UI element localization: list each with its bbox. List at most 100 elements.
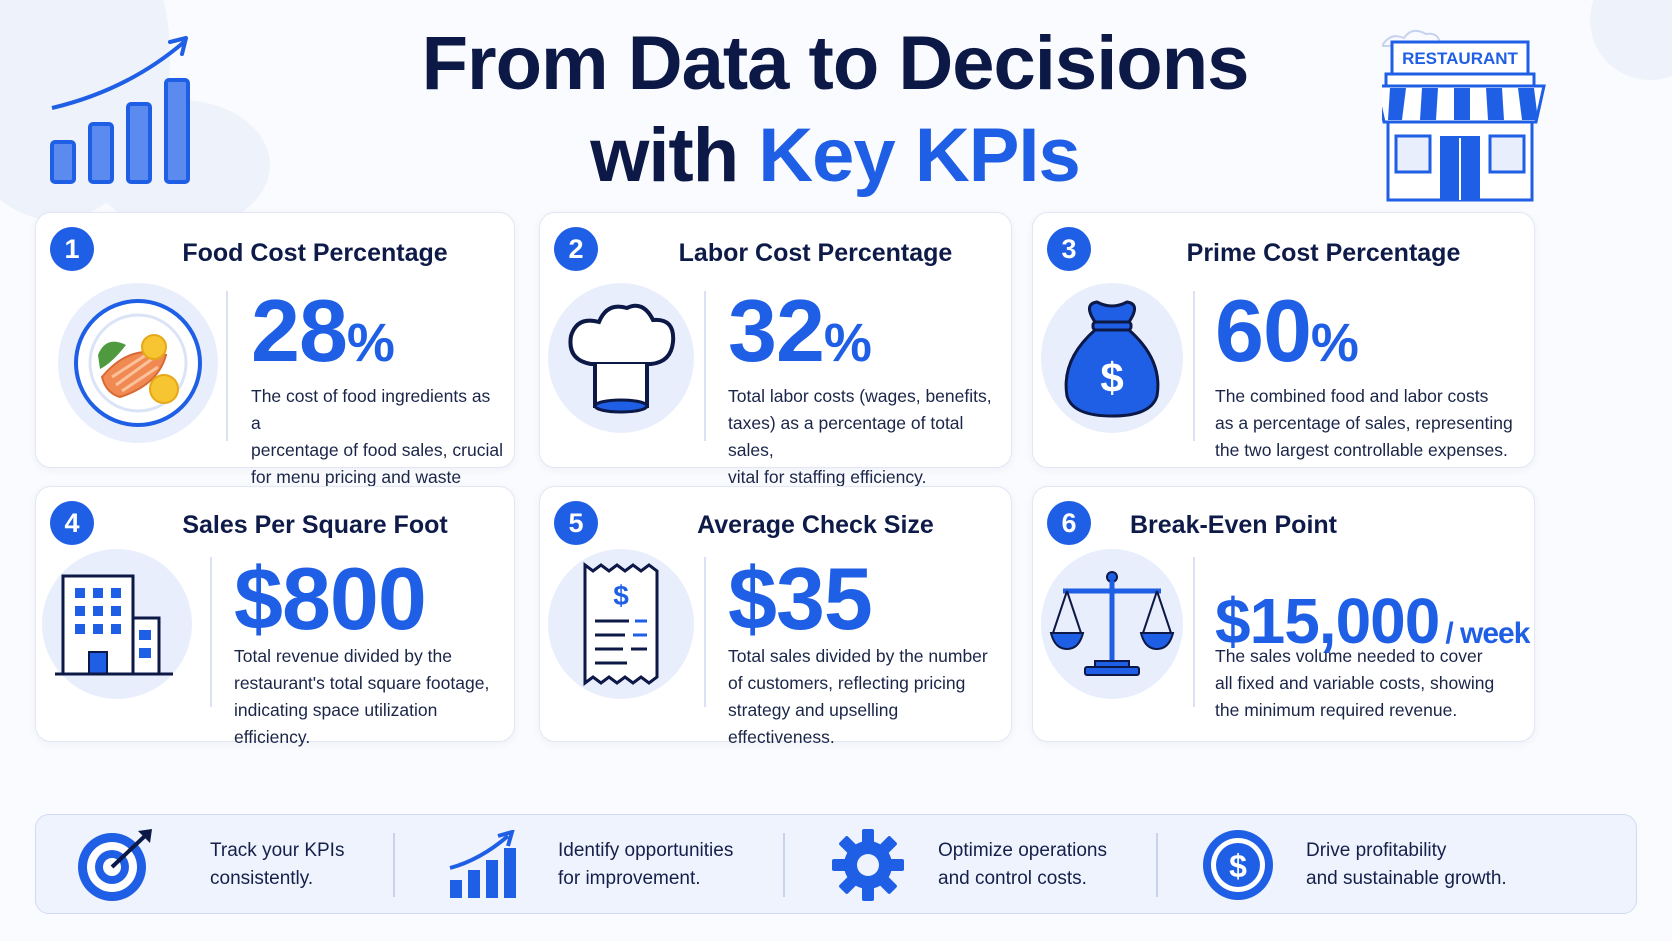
kpi-value: $35 [728, 549, 873, 649]
kpi-value-unit: % [346, 313, 395, 373]
kpi-number-badge: 1 [50, 227, 94, 271]
desc-line: as a percentage of sales, representing [1215, 413, 1513, 433]
footer-divider [1156, 833, 1158, 897]
kpi-value-number: $800 [234, 549, 427, 648]
kpi-value: 28% [251, 281, 395, 393]
kpi-divider [210, 557, 212, 707]
kpi-icon-circle [1041, 549, 1183, 699]
desc-line: The sales volume needed to cover [1215, 646, 1483, 666]
footer-text: Identify opportunities for improvement. [558, 837, 733, 893]
desc-line: The cost of food ingredients as a [251, 386, 491, 433]
footer-item-profitability: $ Drive profitability and sustainable gr… [1200, 815, 1507, 915]
kpi-description: Total revenue divided by the restaurant'… [234, 643, 504, 751]
kpi-value: 32% [728, 281, 872, 393]
kpi-title: Average Check Size [697, 511, 934, 539]
receipt-icon: $ [583, 562, 659, 686]
kpi-icon-circle: $ [548, 549, 694, 699]
kpi-number-badge: 4 [50, 501, 94, 545]
kpi-title: Food Cost Percentage [182, 239, 448, 267]
kpi-card-food-cost: 1 Food Cost Percentage 28% The cost of f… [35, 212, 515, 514]
kpi-value-number: 28 [251, 281, 348, 380]
chef-hat-icon [568, 303, 676, 414]
desc-line: percentage of food sales, crucial [251, 440, 503, 460]
kpi-icon-circle: $ [1041, 283, 1183, 433]
desc-line: all fixed and variable costs, showing [1215, 673, 1495, 693]
desc-line: Total labor costs (wages, benefits, [728, 386, 992, 406]
footer-item-track: Track your KPIs consistently. [76, 815, 344, 915]
dollar-coin-icon: $ [1203, 830, 1273, 900]
footer-text: Drive profitability and sustainable grow… [1306, 837, 1507, 893]
footer-line: for improvement. [558, 868, 701, 889]
kpi-card-prime-cost: 3 Prime Cost Percentage $ 60% The combin… [1032, 212, 1535, 468]
svg-text:$: $ [1100, 354, 1123, 401]
kpi-value: $800 [234, 549, 427, 649]
kpi-divider [1193, 291, 1195, 441]
desc-line: taxes) as a percentage of total sales, [728, 413, 964, 460]
restaurant-sign-text: RESTAURANT [1402, 49, 1518, 68]
desc-line: Total revenue divided by the [234, 646, 452, 666]
kpi-title: Sales Per Square Foot [182, 511, 448, 539]
footer-text: Optimize operations and control costs. [938, 837, 1107, 893]
kpi-divider [704, 291, 706, 441]
desc-line: the minimum required revenue. [1215, 700, 1458, 720]
kpi-title: Labor Cost Percentage [678, 239, 953, 267]
title-line-1: From Data to Decisions [421, 21, 1250, 106]
desc-line: indicating space utilization efficiency. [234, 700, 438, 747]
kpi-description: Total labor costs (wages, benefits, taxe… [728, 383, 1001, 491]
footer-line: Identify opportunities [558, 840, 734, 861]
title-line-2: with Key KPIs [300, 110, 1370, 202]
footer-text: Track your KPIs consistently. [210, 837, 344, 893]
kpi-value-unit: % [1310, 313, 1359, 373]
svg-text:$: $ [1229, 848, 1247, 884]
kpi-divider [1193, 557, 1195, 707]
kpi-value-number: 32 [728, 281, 825, 380]
footer-divider [783, 833, 785, 897]
footer-item-identify: Identify opportunities for improvement. [446, 815, 733, 915]
kpi-icon-circle [42, 549, 192, 699]
kpi-card-labor-cost: 2 Labor Cost Percentage 32% Total labor … [539, 212, 1012, 487]
title-line-2-plain: with [590, 113, 759, 198]
title-accent: Key KPIs [758, 113, 1080, 198]
footer-line: Drive profitability [1306, 840, 1447, 861]
kpi-description: Total sales divided by the number of cus… [728, 643, 1001, 751]
kpi-number-badge: 3 [1047, 227, 1091, 271]
footer-line: and sustainable growth. [1306, 868, 1507, 889]
kpi-card-average-check-size: 5 Average Check Size $ $35 Total sales d… [539, 486, 1012, 747]
desc-line: vital for staffing efficiency. [728, 467, 927, 487]
desc-line: Total sales divided by the number [728, 646, 988, 666]
desc-line: the two largest controllable expenses. [1215, 440, 1508, 460]
kpi-value-unit: % [823, 313, 872, 373]
desc-line: of customers, reflecting pricing [728, 673, 966, 693]
footer-line: Track your KPIs [210, 840, 345, 861]
footer-divider [393, 833, 395, 897]
footer-banner: Track your KPIs consistently. Identify o… [35, 814, 1637, 914]
target-icon [78, 829, 152, 901]
kpi-number-badge: 6 [1047, 501, 1091, 545]
kpi-value-number: $15,000 [1215, 585, 1440, 657]
kpi-title: Prime Cost Percentage [1186, 239, 1461, 267]
kpi-number-badge: 5 [554, 501, 598, 545]
kpi-divider [704, 557, 706, 707]
scale-icon [1049, 571, 1175, 676]
footer-line: consistently. [210, 868, 314, 889]
kpi-value-number: 60 [1215, 281, 1312, 380]
svg-text:$: $ [613, 580, 629, 611]
kpi-card-break-even-point: 6 Break-Even Point $15,000/ week The sal… [1032, 486, 1535, 742]
food-plate-icon [74, 299, 202, 427]
kpi-card-sales-per-square-foot: 4 Sales Per Square Foot $800 Total reven… [35, 486, 515, 747]
footer-line: Optimize operations [938, 840, 1107, 861]
kpi-title: Break-Even Point [1129, 511, 1337, 539]
page-title: From Data to Decisions with Key KPIs [300, 18, 1370, 202]
desc-line: restaurant's total square footage, [234, 673, 490, 693]
kpi-icon-circle [548, 283, 694, 433]
kpi-value-unit: / week [1445, 617, 1530, 650]
kpi-icon-circle [58, 283, 218, 443]
hero-growth-chart-icon [50, 36, 190, 184]
gear-icon [832, 829, 904, 901]
kpi-number-badge: 2 [554, 227, 598, 271]
desc-line: strategy and upselling effectiveness. [728, 700, 899, 747]
kpi-value: 60% [1215, 281, 1359, 393]
restaurant-storefront-icon: RESTAURANT [1382, 29, 1546, 202]
growth-chart-icon [449, 830, 516, 898]
kpi-value: $15,000/ week [1215, 571, 1530, 684]
